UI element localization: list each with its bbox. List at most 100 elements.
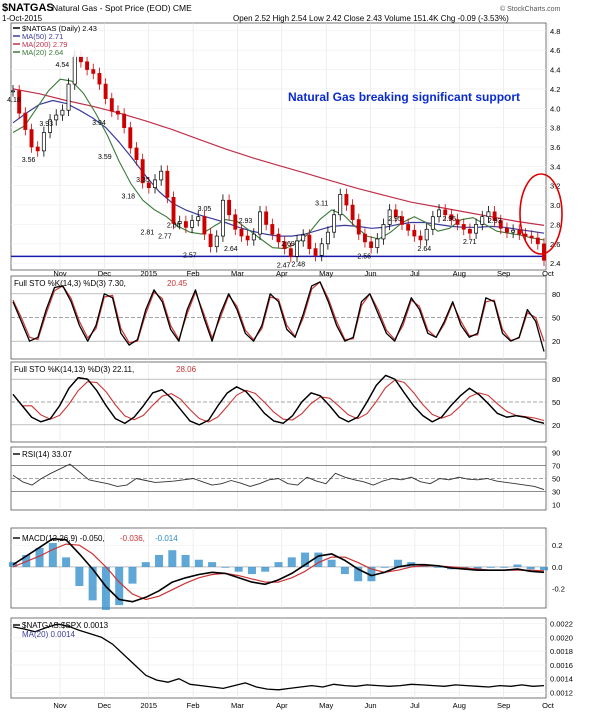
x-tick-label-bottom-11: Oct [542,701,555,710]
sto1-y-tick-1: 50 [552,314,560,323]
ma200-line [12,88,545,226]
price-y-tick-3: 4.2 [550,85,560,94]
macd-hist-bar-16 [221,566,230,568]
rsi-legend: RSI(14) 33.07 [22,450,72,459]
macd-hist-bar-37 [500,566,509,568]
symbol-description: Natural Gas - Spot Price (EOD) CME [52,3,192,13]
macd-hist-bar-32 [433,566,442,568]
x-tick-label-2: 2015 [140,269,157,278]
price-candle-58 [369,241,374,249]
macd-hist-bar-11 [155,554,164,567]
macd-hist-bar-13 [181,554,190,567]
price-candle-86 [542,243,546,261]
price-value-label-11: 2.57 [183,253,197,260]
x-tick-label-1: Dec [98,269,112,278]
macd-hist-bar-2 [35,547,44,567]
legend-price: $NATGAS (Daily) 2.43 [22,24,97,33]
macd-signal-line [12,543,545,601]
price-candle-32 [208,233,213,248]
price-y-tick-6: 3.6 [550,143,560,152]
macd-hist-bar-17 [234,566,243,572]
price-candle-62 [393,209,398,218]
x-tick-label-bottom-9: Aug [453,701,466,710]
macd-hist-bar-3 [48,543,57,567]
price-candle-4 [35,146,40,152]
macd-hist-bar-39 [526,566,535,570]
price-candle-3 [29,129,34,148]
price-candle-85 [535,237,540,245]
price-candle-57 [362,233,367,243]
macd-legend-signal: -0.036, [120,534,145,543]
price-candle-14 [97,73,102,85]
price-value-label-23: 2.71 [463,239,477,246]
price-value-label-1: 3.56 [22,157,36,164]
support-annotation: Natural Gas breaking significant support [288,90,520,104]
price-candle-0 [11,90,15,93]
macd-y-tick-2: -0.2 [552,585,565,594]
price-candle-60 [381,224,386,240]
price-candle-13 [91,69,96,74]
price-y-tick-9: 3.0 [550,201,560,210]
x-tick-label-5: Apr [276,269,288,278]
x-tick-label-bottom-3: Feb [187,701,200,710]
date-label: 1-Oct-2015 [2,14,43,23]
price-candle-19 [128,127,133,149]
price-candle-66 [418,235,423,241]
price-candle-53 [338,194,343,216]
price-candle-12 [85,61,90,70]
macd-hist-bar-26 [354,566,363,582]
price-candle-67 [424,228,429,241]
ratio-y-tick-4: 0.0014 [550,675,573,684]
macd-y-tick-0: 0.2 [552,541,562,550]
price-candle-47 [301,234,306,242]
macd-hist-bar-18 [247,566,256,575]
price-candle-63 [400,216,404,225]
price-candle-70 [443,209,448,216]
price-candle-33 [214,235,219,248]
macd-hist-bar-21 [287,557,296,567]
price-value-label-10: 2.88 [167,223,181,230]
x-tick-label-7: Jun [364,269,376,278]
price-y-tick-4: 4.0 [550,104,560,113]
price-candle-40 [258,211,262,235]
price-candle-71 [449,214,454,220]
price-candle-26 [171,196,176,224]
x-tick-label-10: Sep [497,269,510,278]
price-value-label-5: 3.59 [98,154,112,161]
price-value-label-22: 2.95 [442,216,456,223]
price-value-label-14: 2.93 [239,218,253,225]
price-candle-36 [233,214,238,230]
price-candle-8 [60,109,65,116]
macd-hist-bar-9 [128,566,137,584]
ratio-y-tick-2: 0.0018 [550,647,573,656]
price-candle-31 [202,216,207,235]
sto1-y-tick-2: 20 [552,337,560,346]
price-candle-46 [295,240,299,257]
macd-hist-bar-25 [340,566,349,575]
macd-hist-bar-22 [301,552,310,567]
macd-y-tick-1: 0.0 [552,563,562,572]
x-tick-label-bottom-2: 2015 [140,701,157,710]
rsi-y-tick-4: 10 [552,501,560,510]
price-value-label-24: 2.93 [488,218,502,225]
price-candle-25 [165,170,170,198]
price-candle-27 [177,221,182,224]
price-candle-79 [498,220,503,229]
price-candle-54 [344,194,349,206]
sto2-y-tick-0: 80 [552,375,560,384]
price-candle-18 [122,113,127,128]
chart-credit: © StockCharts.com [500,5,561,13]
price-candle-42 [270,224,275,235]
price-value-label-4: 3.94 [92,120,106,127]
price-candle-16 [109,98,114,112]
x-tick-label-3: Feb [187,269,200,278]
price-value-label-19: 2.56 [357,254,371,261]
macd-hist-bar-24 [327,559,336,567]
price-value-label-6: 3.18 [121,194,135,201]
price-candle-49 [313,248,318,256]
price-value-label-7: 3.35 [136,177,150,184]
series-lines [9,50,548,691]
price-candle-38 [245,235,250,241]
